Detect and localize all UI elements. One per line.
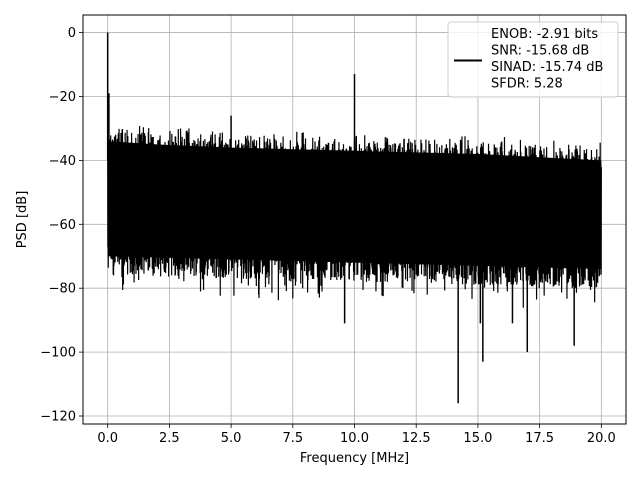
y-tick-label: −60 <box>49 218 76 233</box>
psd-noise-core <box>107 134 602 270</box>
legend-sinad: SINAD: -15.74 dB <box>491 60 603 75</box>
x-axis-ticks: 0.0 2.5 5.0 7.5 10.0 12.5 15.0 17.5 20.0 <box>97 424 616 446</box>
x-tick-label: 15.0 <box>463 431 492 446</box>
x-tick-label: 17.5 <box>525 431 554 446</box>
legend-box <box>447 21 619 98</box>
legend-snr: SNR: -15.68 dB <box>491 44 589 59</box>
legend-enob: ENOB: -2.91 bits <box>491 27 598 42</box>
y-tick-label: −20 <box>49 90 76 105</box>
y-tick-label: −80 <box>49 282 76 297</box>
y-axis-ticks: 0 −20 −40 −60 −80 −100 −120 <box>40 26 83 425</box>
y-tick-label: −120 <box>40 410 76 425</box>
y-tick-label: −100 <box>40 346 76 361</box>
x-tick-label: 10.0 <box>340 431 369 446</box>
legend: ENOB: -2.91 bits SNR: -15.68 dB SINAD: -… <box>447 21 619 98</box>
psd-series <box>106 32 602 404</box>
legend-sfdr: SFDR: 5.28 <box>491 77 563 92</box>
y-tick-label: −40 <box>49 154 76 169</box>
x-tick-label: 5.0 <box>221 431 242 446</box>
x-tick-label: 12.5 <box>402 431 431 446</box>
x-tick-label: 7.5 <box>282 431 303 446</box>
y-tick-label: 0 <box>68 26 76 41</box>
x-tick-label: 20.0 <box>587 431 616 446</box>
y-axis-label: PSD [dB] <box>15 191 30 249</box>
x-tick-label: 2.5 <box>159 431 180 446</box>
x-tick-label: 0.0 <box>97 431 118 446</box>
x-axis-label: Frequency [MHz] <box>300 451 409 466</box>
